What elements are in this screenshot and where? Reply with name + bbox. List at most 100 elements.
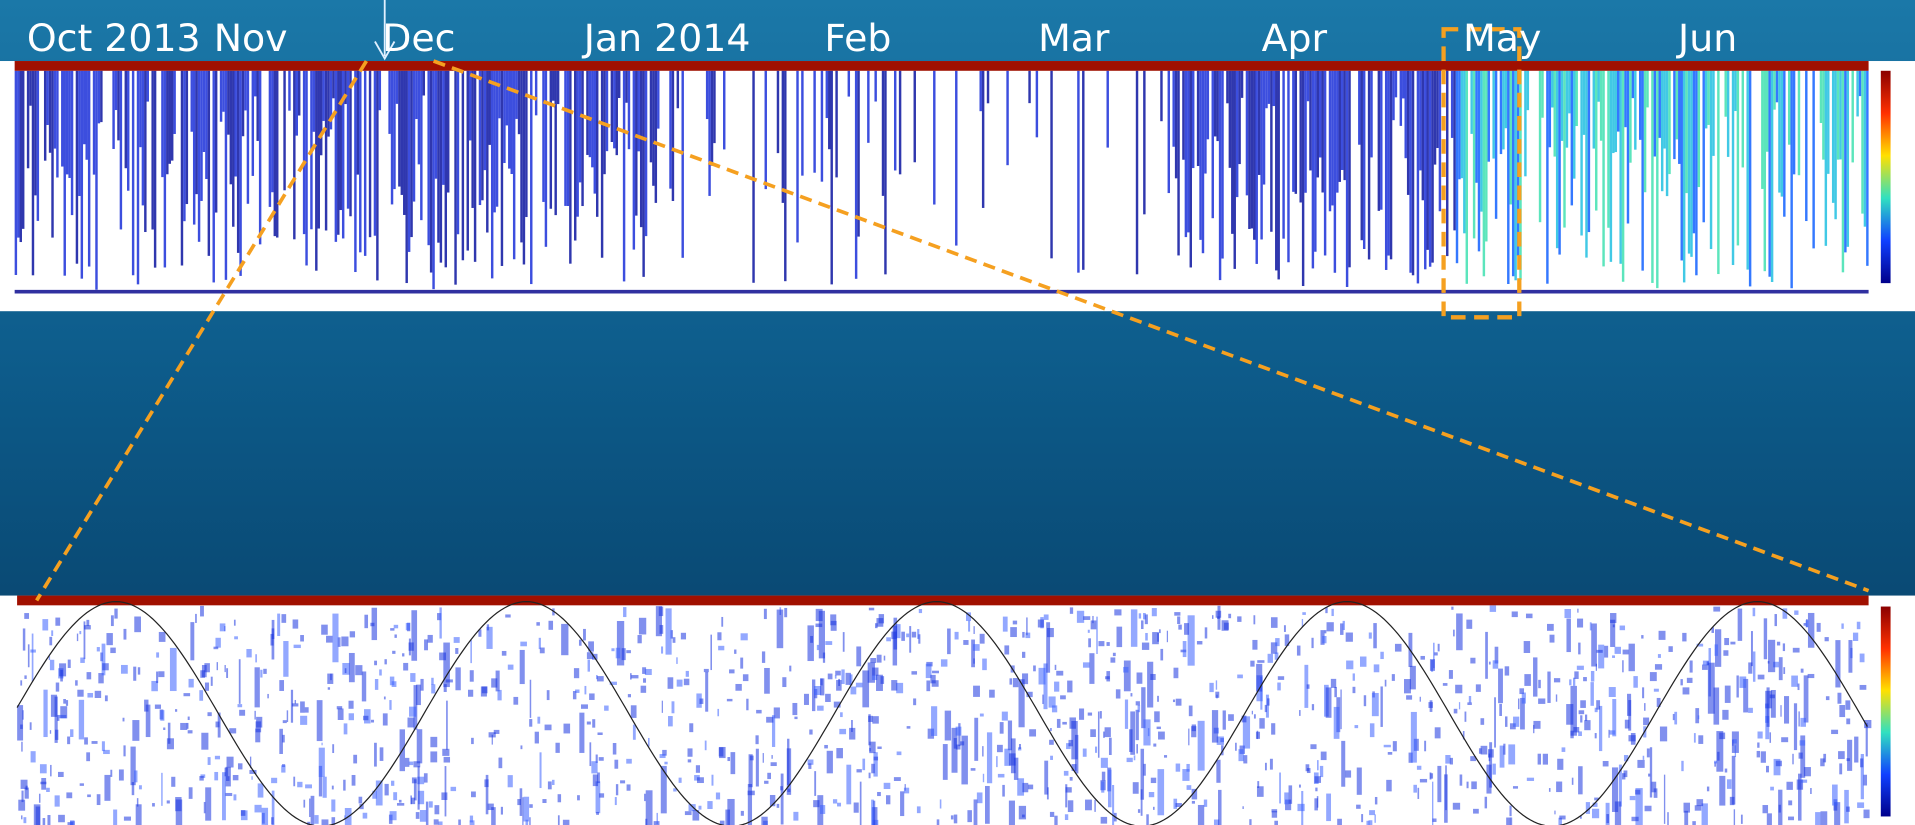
echo-texture [678,777,682,783]
echo-texture [589,742,592,767]
echo-texture [1101,781,1105,793]
echo-texture [627,70,631,150]
echo-texture [133,666,137,681]
echo-texture [1612,655,1616,658]
echo-texture [443,684,447,692]
echo-texture [1141,620,1144,630]
echo-texture [1624,719,1630,729]
echo-texture [1184,70,1188,238]
echo-texture [1211,70,1214,219]
echo-texture [1416,70,1420,284]
echo-texture [1538,679,1541,689]
echo-texture [1434,652,1438,656]
echo-texture [271,70,274,193]
echo-texture [1851,70,1854,163]
echo-texture [343,779,346,791]
echo-texture [931,706,938,736]
echo-texture [374,742,377,767]
echo-texture [180,70,184,266]
echo-texture [444,766,447,817]
echo-texture [373,70,377,236]
echo-texture [1649,747,1653,798]
echo-texture [626,758,632,764]
echo-texture [1363,695,1367,707]
echo-texture [70,820,75,825]
echo-texture [656,812,658,825]
echo-texture [1426,70,1429,250]
echo-texture [427,70,430,246]
echo-texture [286,710,289,723]
echo-texture [246,70,250,204]
echo-texture [233,794,237,801]
echo-texture [1844,70,1847,253]
echo-texture [402,653,405,657]
echo-texture [1267,70,1271,104]
echo-texture [1374,796,1378,805]
echo-texture [1835,640,1841,688]
echo-texture [175,799,183,825]
echo-texture [1320,751,1327,761]
echo-texture [31,633,34,682]
echo-texture [841,669,845,684]
echo-texture [1160,70,1163,122]
echo-texture [1106,70,1109,148]
echo-texture [813,70,816,173]
echo-texture [613,70,616,149]
echo-texture [87,692,94,698]
echo-texture [1839,763,1843,775]
echo-texture [86,752,91,762]
echo-texture [422,70,426,96]
echo-texture [207,757,211,765]
echo-texture [713,70,716,144]
echo-texture [771,755,773,759]
echo-texture [792,702,798,716]
echo-texture [764,667,770,694]
echo-texture [695,765,701,773]
echo-texture [337,708,344,720]
echo-texture [110,769,113,777]
echo-texture [1056,718,1061,728]
echo-texture [1480,718,1485,725]
echo-texture [1101,771,1106,781]
echo-texture [939,799,942,809]
echo-texture [632,70,636,250]
echo-texture [648,737,650,747]
echo-texture [1797,70,1801,176]
echo-texture [1631,816,1639,822]
echo-texture [1038,667,1046,685]
echo-texture [1696,643,1704,647]
echo-texture [110,647,116,654]
echo-texture [1098,641,1105,647]
echo-texture [1822,70,1825,160]
echo-texture [534,731,539,744]
echo-texture [276,70,279,238]
echo-texture [1569,679,1572,686]
echo-texture [1592,70,1596,149]
echo-texture [481,70,484,201]
echo-texture [1133,755,1136,761]
echo-texture [1702,664,1708,670]
echo-texture [1322,636,1327,644]
echo-texture [1143,719,1151,746]
echo-texture [1714,762,1716,767]
echo-texture [1646,70,1649,108]
echo-texture [1037,619,1045,628]
echo-texture [349,70,352,217]
echo-texture [1158,731,1165,740]
echo-texture [1065,784,1068,808]
echo-texture [1757,731,1763,739]
echo-texture [537,716,541,724]
echo-texture [820,678,825,696]
echo-texture [1778,789,1783,825]
echo-texture [183,693,191,697]
echo-texture [979,633,985,644]
echo-texture [1509,723,1516,730]
echo-texture [1116,626,1123,648]
echo-texture [856,769,862,773]
echo-texture [1373,664,1380,673]
echo-texture [1413,784,1417,793]
echo-texture [1575,70,1578,127]
echo-texture [407,70,411,252]
echo-texture [1340,623,1344,635]
echo-texture [63,698,66,704]
